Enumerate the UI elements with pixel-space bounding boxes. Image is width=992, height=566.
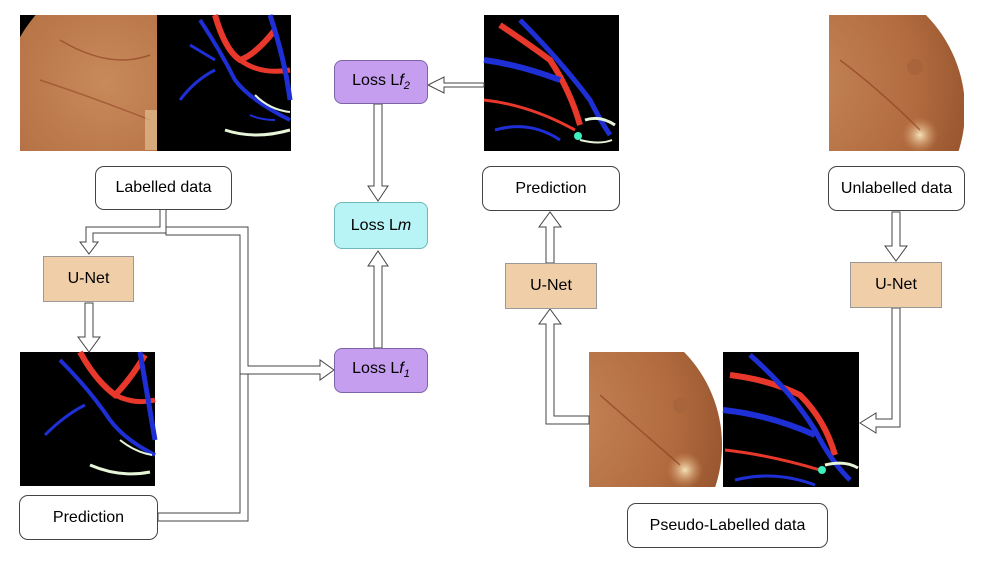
left-prediction-label: Prediction bbox=[52, 508, 125, 526]
left-prediction-box: Prediction bbox=[19, 495, 158, 540]
loss-f2-box: Loss Lf2 bbox=[334, 60, 428, 104]
arrow-unlabelled-to-unet bbox=[884, 211, 908, 262]
arrow-prediction-to-bus bbox=[157, 373, 249, 522]
labelled-data-label: Labelled data bbox=[115, 179, 212, 196]
arrow-labelled-to-unet bbox=[79, 208, 167, 255]
loss-m-box: Loss Lm bbox=[334, 202, 428, 249]
unlabelled-fundus-image bbox=[829, 15, 964, 151]
right-unet-box: U-Net bbox=[850, 262, 942, 308]
arrow-labelled-to-loss-f1 bbox=[165, 226, 335, 381]
loss-f1-box: Loss Lf1 bbox=[334, 348, 428, 393]
pseudo-labelled-data-box: Pseudo-Labelled data bbox=[627, 503, 828, 548]
labelled-vessel-map bbox=[157, 14, 293, 151]
middle-unet-label: U-Net bbox=[530, 277, 572, 294]
unlabelled-data-label: Unlabelled data bbox=[840, 179, 953, 197]
loss-m-label: Loss Lm bbox=[350, 216, 412, 234]
right-unet-label: U-Net bbox=[875, 276, 917, 293]
arrow-unet-to-left-prediction bbox=[77, 302, 101, 353]
arrow-right-prediction-to-loss-f2 bbox=[426, 76, 485, 94]
arrow-unet-to-pseudo bbox=[859, 307, 901, 434]
right-prediction-box: Prediction bbox=[482, 166, 620, 211]
left-unet-box: U-Net bbox=[43, 256, 134, 302]
labelled-data-box: Labelled data bbox=[95, 166, 232, 210]
left-prediction-vessel-map bbox=[20, 350, 158, 486]
right-prediction-vessel-map bbox=[483, 15, 619, 151]
arrow-loss-f2-to-loss-m bbox=[367, 103, 389, 202]
left-unet-label: U-Net bbox=[67, 270, 110, 287]
middle-unet-box: U-Net bbox=[505, 263, 597, 309]
pseudo-labelled-fundus-image bbox=[589, 352, 723, 487]
arrow-unet-to-right-prediction bbox=[538, 211, 562, 264]
loss-f2-label: Loss Lf2 bbox=[352, 71, 410, 93]
right-prediction-label: Prediction bbox=[515, 179, 587, 197]
pseudo-label-vessel-map bbox=[722, 352, 859, 487]
labelled-fundus-image bbox=[20, 15, 157, 151]
arrow-loss-f1-to-loss-m bbox=[367, 250, 389, 349]
pseudo-labelled-data-label: Pseudo-Labelled data bbox=[649, 516, 806, 534]
connectors bbox=[77, 76, 908, 522]
arrow-pseudo-to-unet bbox=[538, 308, 590, 425]
loss-f1-label: Loss Lf1 bbox=[352, 360, 410, 381]
unlabelled-data-box: Unlabelled data bbox=[828, 166, 965, 211]
